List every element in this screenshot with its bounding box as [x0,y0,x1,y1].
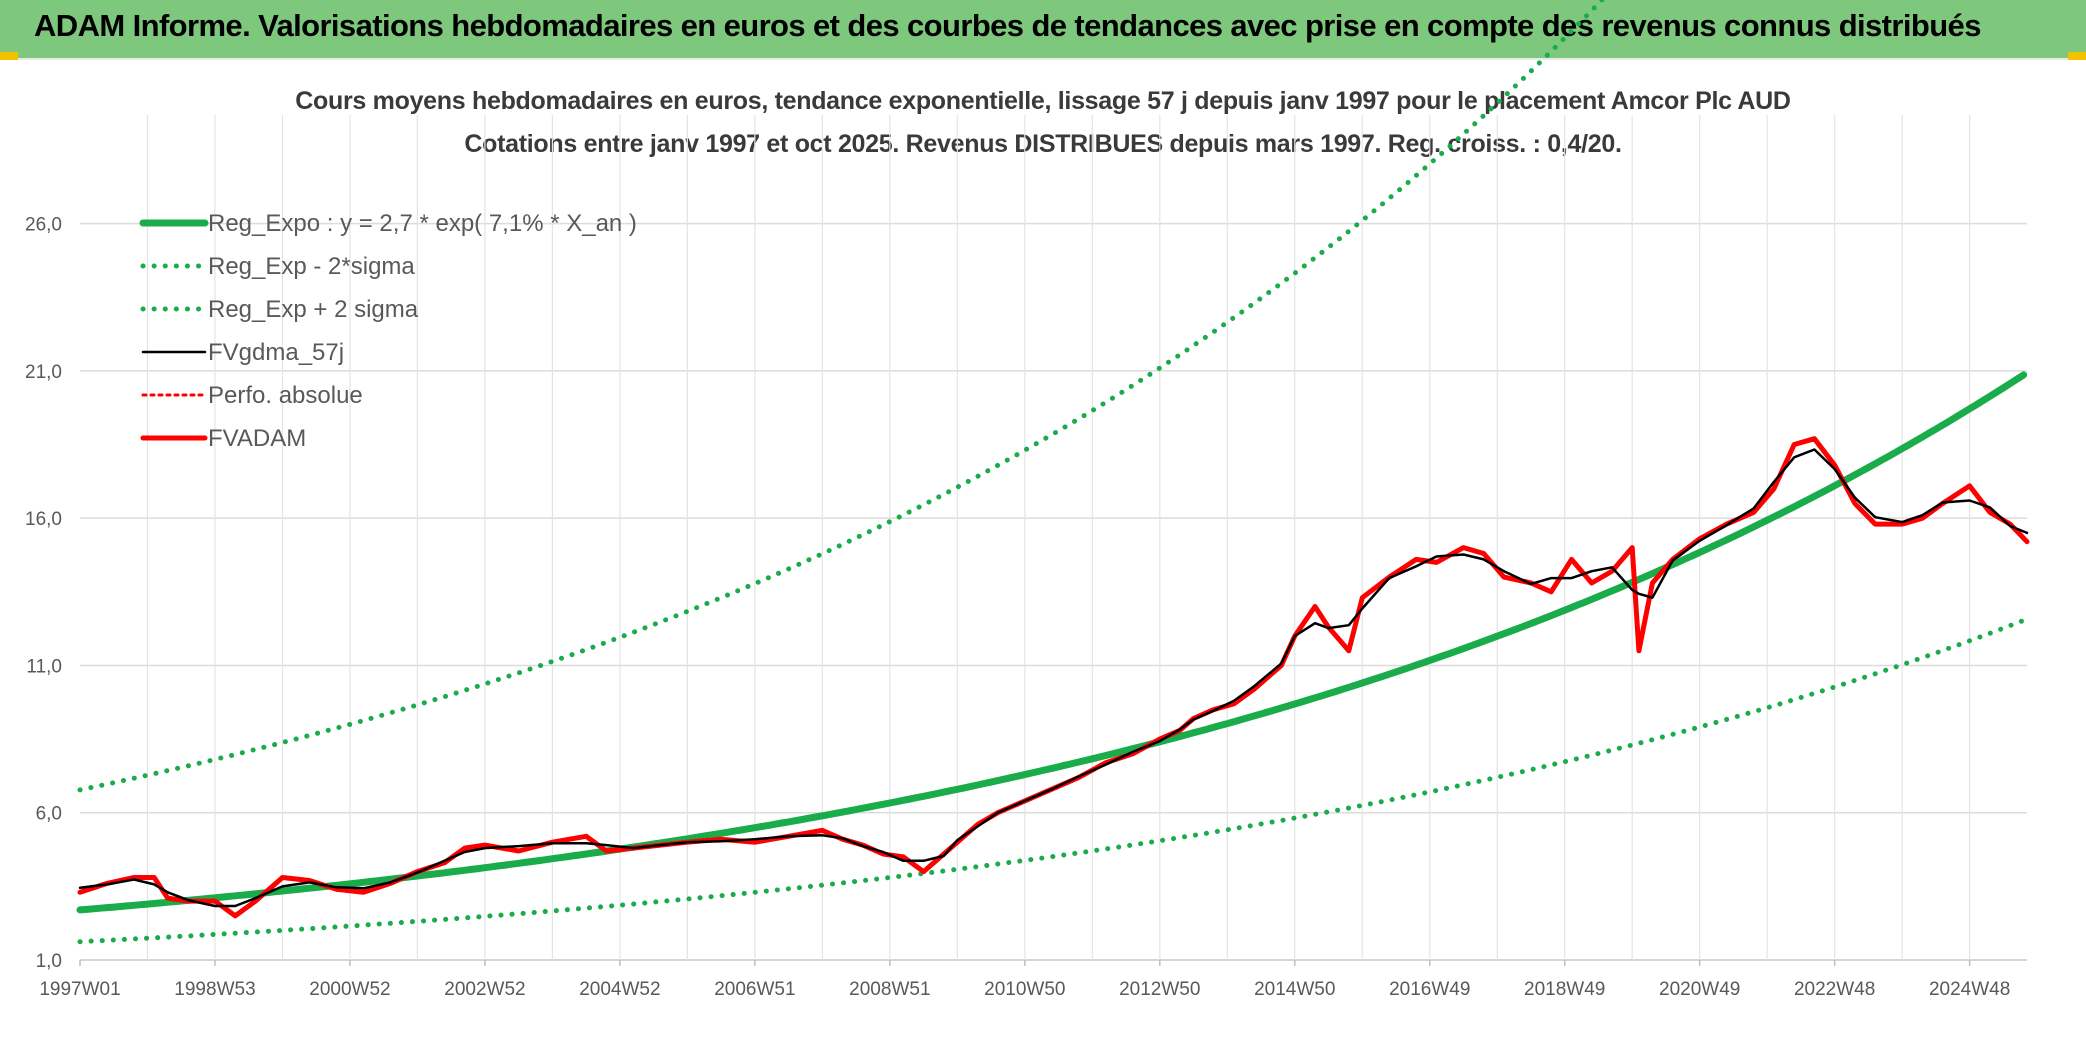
legend-label: FVgdma_57j [208,339,344,366]
legend-label: FVADAM [208,425,306,452]
chart-title: Cours moyens hebdomadaires en euros, ten… [295,87,1791,115]
y-tick-label: 1,0 [36,951,62,972]
corner-marker-left [0,52,18,60]
x-tick-label: 2006W51 [714,979,795,1000]
series-lines [76,0,2030,945]
series-line-fvgdma-57j [78,448,2029,908]
legend-label: Reg_Exp + 2 sigma [208,296,419,323]
x-tick-label: 2024W48 [1929,979,2010,1000]
x-tick-label: 2008W51 [849,979,930,1000]
legend-label: Reg_Expo : y = 2,7 * exp( 7,1% * X_an ) [208,210,637,237]
y-tick-label: 16,0 [25,509,62,530]
x-tick-label: 2004W52 [579,979,660,1000]
x-tick-label: 2012W50 [1119,979,1200,1000]
series-line-reg-exp-2-sigma [77,0,1606,793]
series-line-reg-exp-2-sigma [77,617,2027,945]
x-tick-label: 1998W53 [174,979,255,1000]
legend: Reg_Expo : y = 2,7 * exp( 7,1% * X_an ) R… [139,210,637,452]
x-tick-label: 1997W01 [39,979,120,1000]
chart-area: Cours moyens hebdomadaires en euros, ten… [0,60,2086,1037]
x-tick-label: 2014W50 [1254,979,1335,1000]
x-tick-label: 2000W52 [309,979,390,1000]
y-tick-label: 6,0 [36,804,62,825]
x-tick-label: 2010W50 [984,979,1065,1000]
report-banner: ADAM Informe. Valorisations hebdomadaire… [0,0,2086,60]
x-tick-label: 2002W52 [444,979,525,1000]
corner-marker-right [2068,52,2086,60]
grid [80,115,2027,961]
legend-label: Reg_Exp - 2*sigma [208,253,415,280]
banner-title: ADAM Informe. Valorisations hebdomadaire… [34,8,1981,43]
tick-labels: 1,0 6,0 11,0 16,0 21,0 26,0 1997W01 1998W53 2000… [25,215,2010,1000]
x-tick-label: 2020W49 [1659,979,1740,1000]
y-tick-label: 26,0 [25,215,62,236]
chart-subtitle: Cotations entre janv 1997 et oct 2025. R… [464,130,1622,158]
series-line-fvadam [77,436,2030,919]
x-tick-label: 2022W48 [1794,979,1875,1000]
legend-label: Perfo. absolue [208,382,363,409]
y-tick-label: 11,0 [26,656,62,677]
y-tick-label: 21,0 [25,362,62,383]
series-line-reg-expo-y-2-7-exp-7-1-x-an [76,371,2028,914]
x-tick-label: 2018W49 [1524,979,1605,1000]
x-tick-label: 2016W49 [1389,979,1470,1000]
